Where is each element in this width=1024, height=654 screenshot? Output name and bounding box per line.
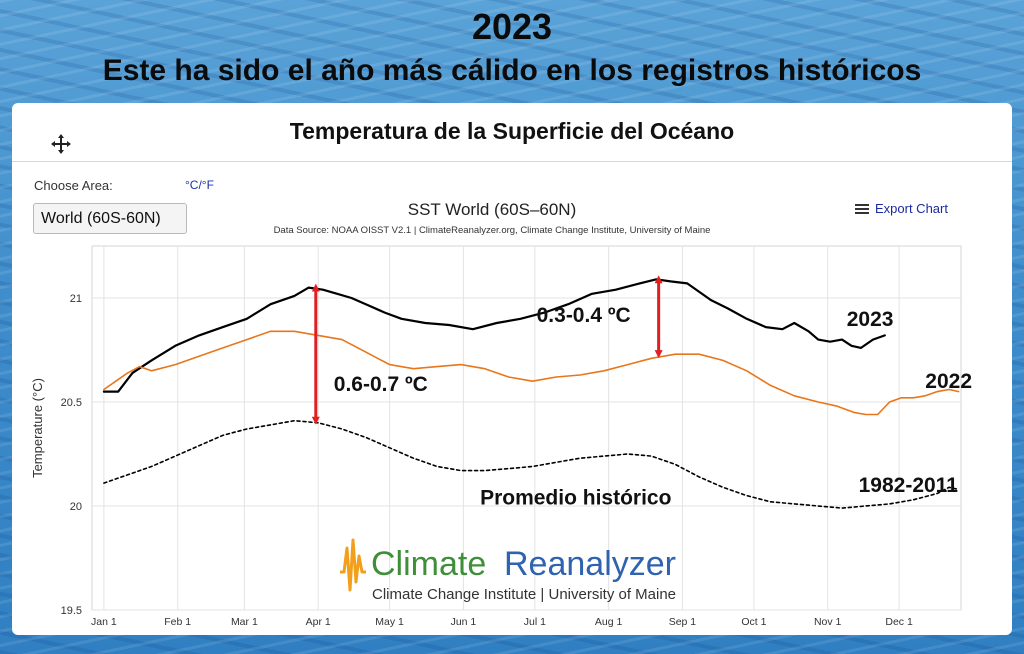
slide-year-title: 2023 xyxy=(471,6,553,47)
difference-label-arrow_left: 0.6-0.7 ºC xyxy=(334,373,428,396)
x-tick-label: Jun 1 xyxy=(451,616,477,628)
area-select[interactable]: World (60S-60N) xyxy=(33,203,187,234)
x-tick-label: May 1 xyxy=(375,616,404,628)
y-tick-label: 20 xyxy=(70,501,82,513)
chart-title: SST World (60S–60N) xyxy=(407,200,577,219)
hamburger-menu-icon xyxy=(855,203,869,214)
panel-title: Temperatura de la Superficie del Océano xyxy=(289,118,735,144)
y-tick-label: 19.5 xyxy=(61,605,82,617)
series-annotation-label_2023: 2023 xyxy=(847,308,894,331)
series-line-climatology xyxy=(103,419,960,509)
panel-divider xyxy=(12,161,1012,162)
x-tick-label: Dec 1 xyxy=(885,616,913,628)
series-line-y2023 xyxy=(102,278,886,393)
x-tick-label: Oct 1 xyxy=(741,616,766,628)
grid-lines xyxy=(92,246,961,611)
x-tick-label: Mar 1 xyxy=(231,616,258,628)
slide-subtitle: Este ha sido el año más cálido en los re… xyxy=(102,54,922,87)
logo-word-climate: Climate xyxy=(371,545,486,583)
export-chart-button[interactable]: Export Chart xyxy=(855,201,948,216)
move-icon[interactable] xyxy=(50,133,72,155)
y-axis-label: Temperature (°C) xyxy=(30,378,45,478)
x-tick-label: Sep 1 xyxy=(669,616,697,628)
logo-word-reanalyzer: Reanalyzer xyxy=(504,545,676,583)
export-chart-label: Export Chart xyxy=(875,201,948,216)
chart-annotations: 2023 2022 1982-2011 Promedio histórico 0.6-0… xyxy=(311,275,972,510)
chart-panel: Temperatura de la Superficie del Océano … xyxy=(12,103,1012,635)
difference-label-arrow_right: 0.3-0.4 ºC xyxy=(537,304,631,327)
chart-subtitle: Data Source: NOAA OISST V2.1 | ClimateRe… xyxy=(273,225,711,236)
y-tick-label: 21 xyxy=(70,293,82,305)
climate-reanalyzer-logo: Climate Reanalyzer Climate Change Instit… xyxy=(340,538,676,603)
y-axis-ticks: 19.5 20 20.5 21 xyxy=(61,293,82,617)
y-tick-label: 20.5 xyxy=(61,397,82,409)
series-lines xyxy=(102,278,960,509)
logo-waveform-icon xyxy=(340,538,366,592)
x-tick-label: Apr 1 xyxy=(306,616,331,628)
series-annotation-label_2022: 2022 xyxy=(925,370,972,393)
x-tick-label: Aug 1 xyxy=(595,616,623,628)
x-tick-label: Jan 1 xyxy=(91,616,117,628)
series-annotation-label_clim: 1982-2011 xyxy=(859,474,959,497)
series-annotation-label_promedio: Promedio histórico xyxy=(480,487,671,510)
series-line-y2022 xyxy=(103,330,960,416)
logo-tagline: Climate Change Institute | University of… xyxy=(372,586,676,603)
x-tick-label: Feb 1 xyxy=(164,616,191,628)
x-tick-label: Nov 1 xyxy=(814,616,842,628)
choose-area-label: Choose Area: xyxy=(34,178,113,193)
x-tick-label: Jul 1 xyxy=(524,616,546,628)
unit-toggle-link[interactable]: °C/°F xyxy=(185,178,214,192)
x-axis-ticks: Jan 1 Feb 1 Mar 1 Apr 1 May 1 Jun 1 Jul 1 Aug 1… xyxy=(91,616,913,628)
